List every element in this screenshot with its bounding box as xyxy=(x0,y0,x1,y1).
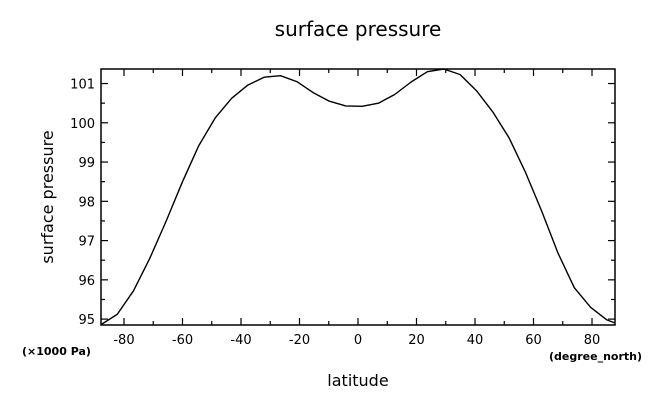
x-tick-label: -60 xyxy=(172,333,193,348)
series-line xyxy=(100,68,616,326)
x-tick-label: -40 xyxy=(230,333,251,348)
y-tick-label: 99 xyxy=(78,156,95,171)
chart-title: surface pressure xyxy=(275,17,442,41)
x-unit-label: (degree_north) xyxy=(549,350,642,363)
y-axis-label: surface pressure xyxy=(38,130,57,263)
x-tick-label: 40 xyxy=(467,333,484,348)
x-axis-ticks: -80 -60 -40 -20 0 20 40 60 80 xyxy=(113,69,600,348)
y-tick-label: 100 xyxy=(70,117,95,132)
x-axis-label: latitude xyxy=(327,371,388,390)
y-tick-label: 98 xyxy=(78,195,95,210)
y-axis-ticks: 95 96 97 98 99 100 101 xyxy=(70,78,615,328)
y-tick-label: 95 xyxy=(78,313,95,328)
x-tick-label: 60 xyxy=(525,333,542,348)
y-tick-label: 101 xyxy=(70,78,95,93)
plot-frame xyxy=(100,68,616,326)
y-tick-label: 96 xyxy=(78,274,95,289)
x-tick-label: 0 xyxy=(354,333,362,348)
x-tick-label: -80 xyxy=(113,333,134,348)
x-tick-label: -20 xyxy=(289,333,310,348)
y-tick-label: 97 xyxy=(78,235,95,250)
series-group xyxy=(100,68,616,326)
y-unit-label: (×1000 Pa) xyxy=(22,345,91,358)
x-tick-label: 80 xyxy=(584,333,601,348)
x-tick-label: 20 xyxy=(408,333,425,348)
